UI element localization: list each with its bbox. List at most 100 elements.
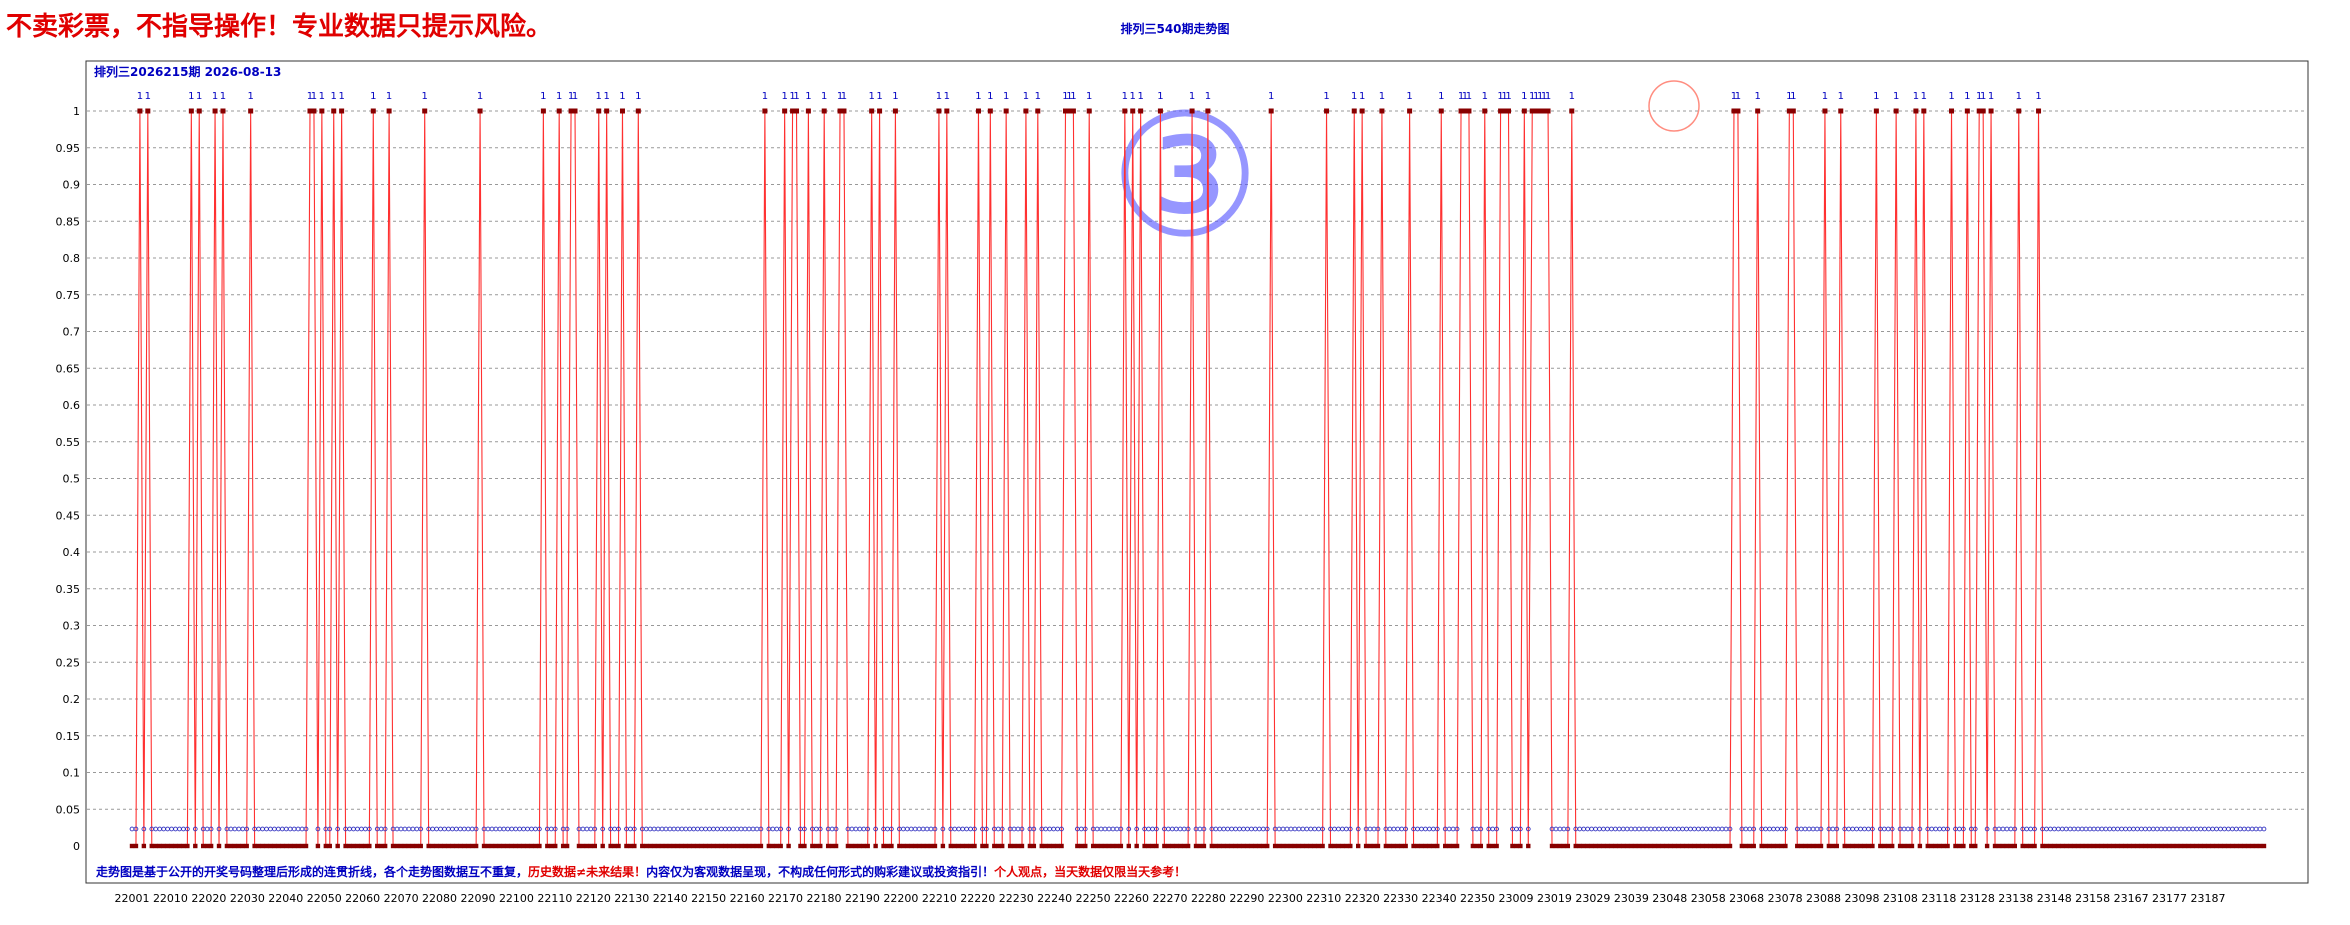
hit-label: 1 <box>1023 91 1029 102</box>
zero-point <box>1344 843 1349 849</box>
zero-point <box>2218 843 2223 849</box>
x-tick-label: 22240 <box>1037 892 1072 905</box>
hit-point <box>370 108 376 114</box>
zero-point <box>1328 843 1333 849</box>
zero-point <box>600 843 605 849</box>
hit-point <box>540 108 546 114</box>
hit-label: 1 <box>1323 91 1329 102</box>
zero-point <box>560 843 566 849</box>
hit-label: 1 <box>1406 91 1412 102</box>
x-tick-label: 22120 <box>576 892 611 905</box>
zero-point <box>537 843 542 849</box>
zero-point <box>671 843 677 849</box>
zero-point <box>414 843 419 849</box>
hit-point <box>1545 108 1551 114</box>
miss-marker <box>327 826 333 832</box>
x-tick-label: 23039 <box>1614 892 1649 905</box>
miss-marker <box>537 826 542 832</box>
zero-point <box>2048 843 2053 849</box>
hit-label: 1 <box>781 91 787 102</box>
miss-marker <box>552 826 558 832</box>
hit-point <box>319 108 325 114</box>
hit-point <box>1462 108 1468 114</box>
zero-point <box>825 843 831 849</box>
zero-point <box>295 843 301 849</box>
zero-point <box>276 843 281 849</box>
zero-point <box>1557 843 1563 849</box>
zero-point <box>1391 843 1396 849</box>
zero-point <box>1573 843 1578 849</box>
zero-point <box>501 843 507 849</box>
zero-point <box>1027 843 1033 849</box>
zero-point <box>1102 843 1108 849</box>
zero-point <box>2147 843 2152 849</box>
zero-point <box>1197 843 1203 849</box>
miss-marker <box>1454 826 1460 832</box>
zero-point <box>687 843 692 849</box>
zero-point <box>1909 843 1915 849</box>
zero-point <box>1090 843 1096 849</box>
hit-point <box>307 108 313 114</box>
zero-point <box>382 843 388 849</box>
hit-label: 1 <box>572 91 578 102</box>
miss-marker <box>1019 826 1025 832</box>
miss-marker <box>192 826 198 832</box>
zero-point <box>2198 843 2203 849</box>
zero-point <box>394 843 400 849</box>
zero-point <box>450 843 455 849</box>
hit-point <box>1466 108 1472 114</box>
zero-point <box>1047 843 1052 849</box>
miss-marker <box>1917 826 1923 832</box>
miss-marker <box>133 826 139 832</box>
hit-point <box>1949 108 1955 114</box>
zero-point <box>1419 843 1424 849</box>
zero-point <box>699 843 704 849</box>
zero-point <box>367 843 372 849</box>
miss-marker <box>303 826 309 832</box>
x-tick-label: 22100 <box>499 892 534 905</box>
zero-point <box>1593 843 1598 849</box>
hit-point <box>1790 108 1796 114</box>
hit-point <box>877 108 883 114</box>
zero-point <box>734 843 740 849</box>
miss-marker <box>1870 826 1875 832</box>
miss-marker <box>1961 826 1966 832</box>
zero-point <box>1795 843 1800 849</box>
zero-point <box>1320 843 1325 849</box>
miss-marker <box>1134 826 1140 832</box>
hit-point <box>1351 108 1357 114</box>
zero-point <box>1348 843 1353 849</box>
zero-point <box>1031 843 1037 849</box>
zero-point <box>912 843 918 849</box>
zero-point <box>1597 843 1602 849</box>
x-tick-label: 23128 <box>1960 892 1995 905</box>
zero-point <box>932 843 938 849</box>
y-tick-label: 0.8 <box>63 252 81 265</box>
zero-point <box>766 843 772 849</box>
risk-warning-text: 不卖彩票，不指导操作！专业数据只提示风险。 <box>6 12 553 42</box>
zero-point <box>363 843 368 849</box>
zero-point <box>549 843 554 849</box>
zero-point <box>2234 843 2239 849</box>
miss-marker <box>778 826 784 832</box>
zero-point <box>1953 843 1958 849</box>
zero-point <box>984 843 989 849</box>
hit-point <box>1980 108 1986 114</box>
hit-point <box>1731 108 1737 114</box>
zero-point <box>1644 843 1650 849</box>
x-tick-label: 23088 <box>1806 892 1841 905</box>
zero-point <box>616 843 621 849</box>
hit-point <box>386 108 392 114</box>
zero-point <box>1711 843 1717 849</box>
x-tick-label: 22230 <box>999 892 1034 905</box>
zero-point <box>430 843 435 849</box>
hit-label: 1 <box>1873 91 1879 102</box>
x-tick-label: 22280 <box>1191 892 1226 905</box>
zero-point <box>2245 843 2251 849</box>
zero-point <box>1715 843 1721 849</box>
zero-point <box>996 843 1001 849</box>
zero-point <box>1423 843 1428 849</box>
zero-point <box>1692 843 1697 849</box>
hit-label: 1 <box>944 91 950 102</box>
